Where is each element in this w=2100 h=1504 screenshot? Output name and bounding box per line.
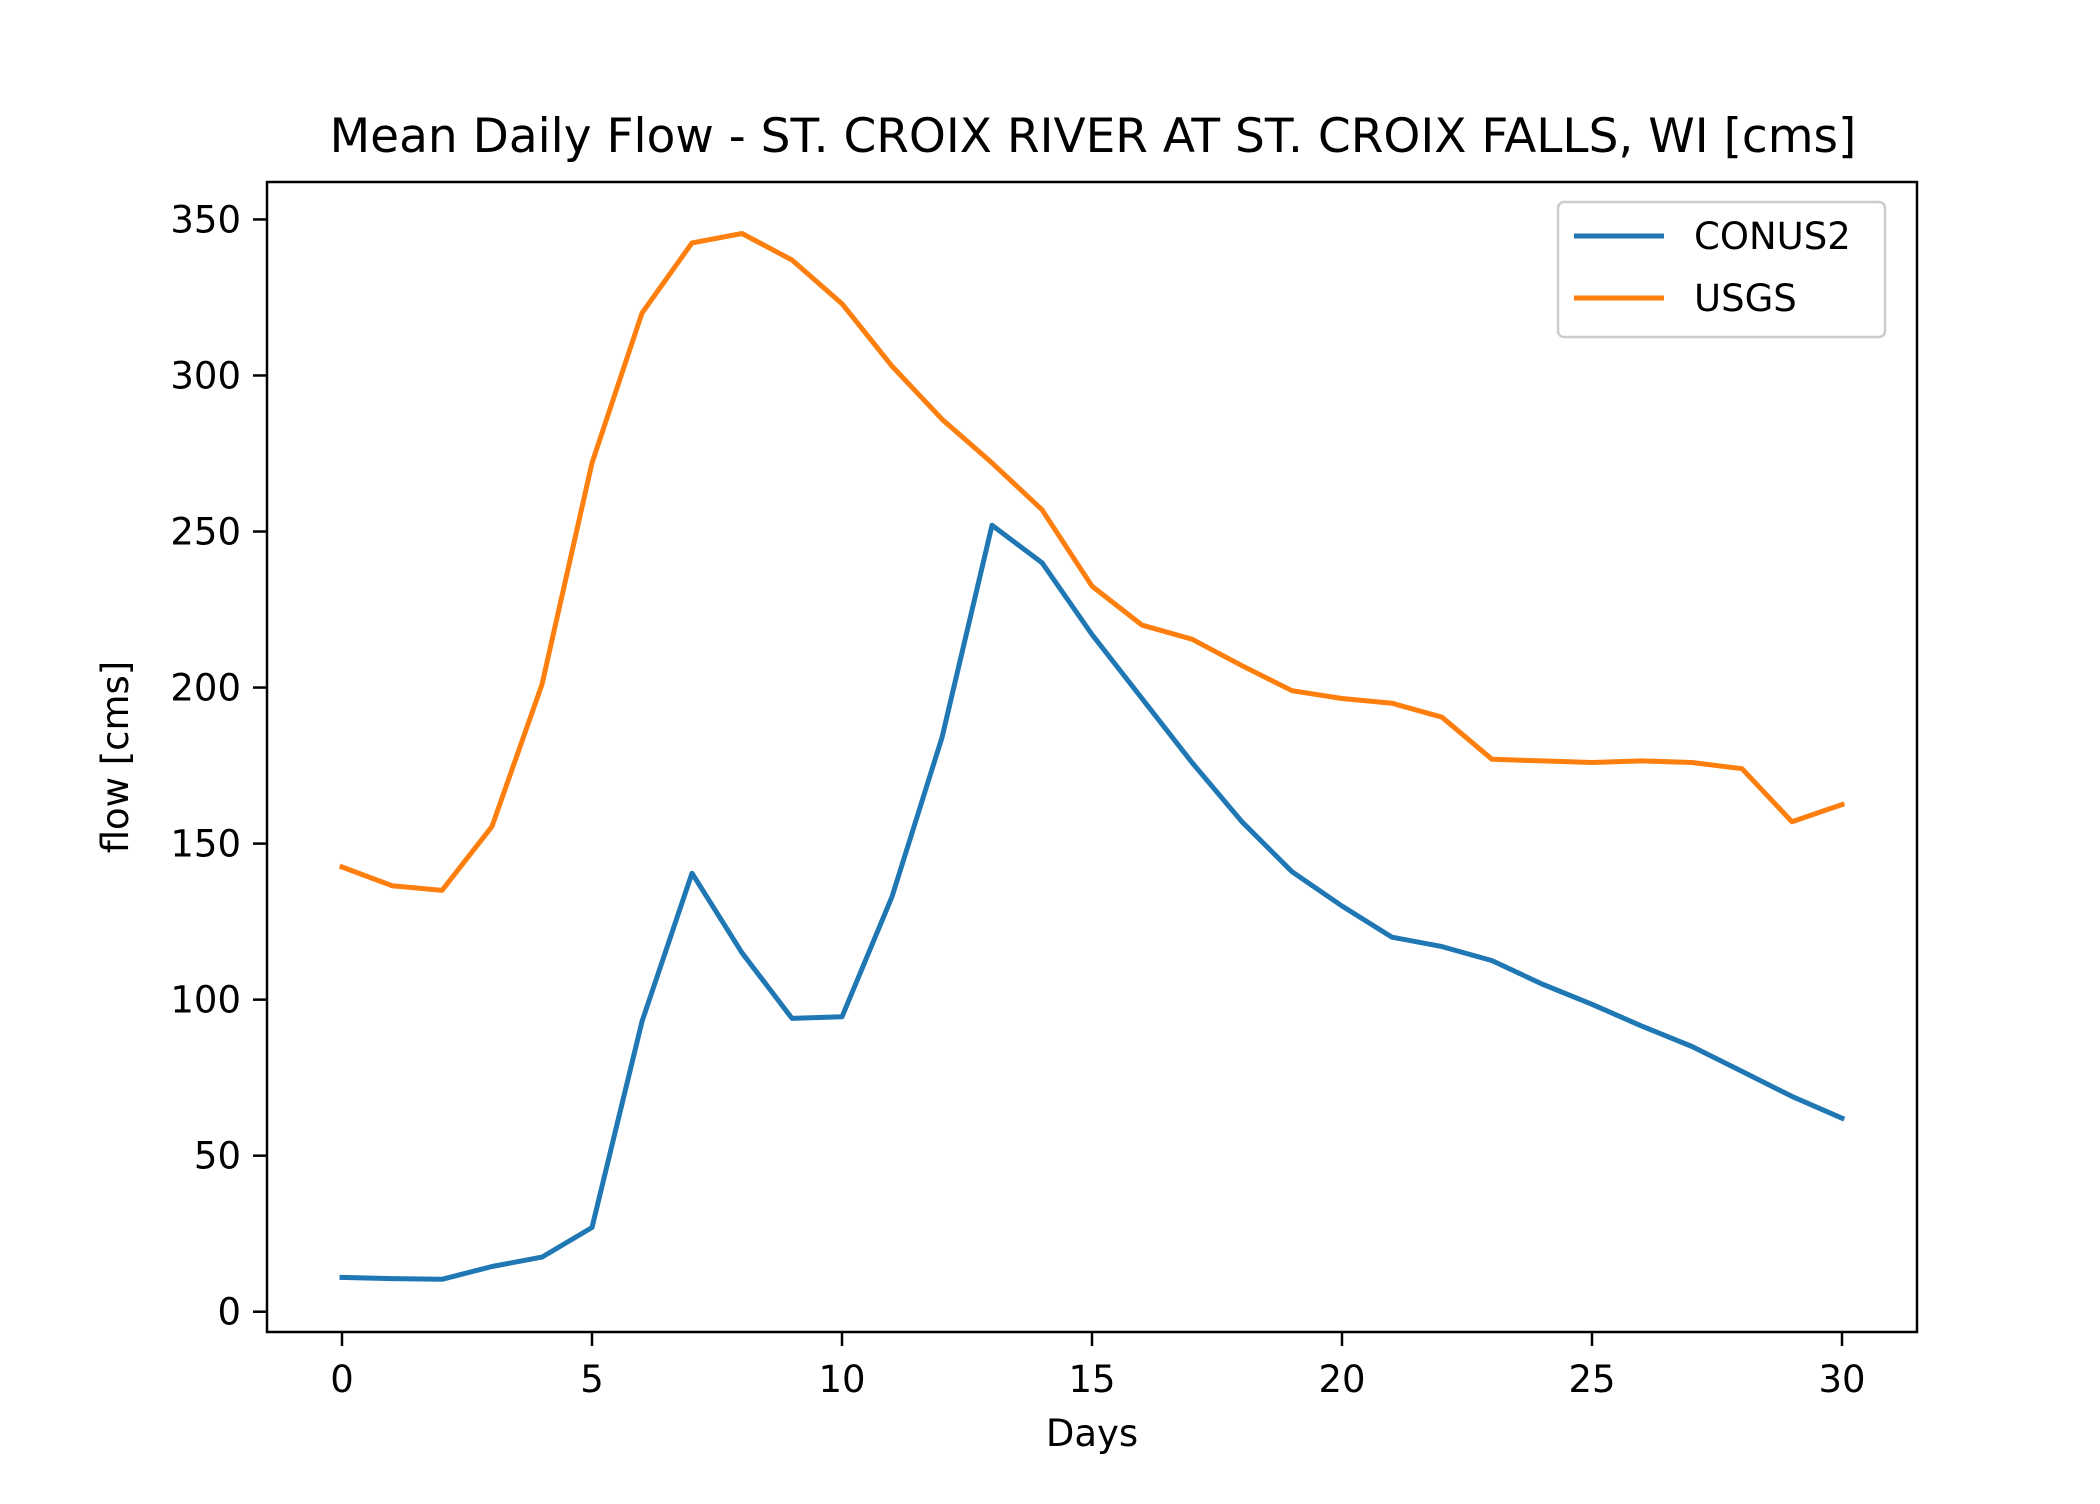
series-layer — [338, 231, 1846, 1282]
y-axis-label: flow [cms] — [94, 661, 137, 854]
x-axis: 0 5 10 15 20 25 30 — [330, 1332, 1866, 1401]
y-tick-label: 150 — [170, 823, 241, 866]
x-tick-label: 25 — [1568, 1358, 1615, 1401]
x-axis-label: Days — [1046, 1412, 1138, 1455]
y-tick-label: 100 — [170, 979, 241, 1022]
legend-label-conus2: CONUS2 — [1694, 215, 1851, 258]
x-tick-label: 15 — [1068, 1358, 1115, 1401]
y-axis: 0 50 100 150 200 250 300 350 — [170, 198, 267, 1334]
y-tick-label: 250 — [170, 511, 241, 554]
y-tick-label: 200 — [170, 667, 241, 710]
y-tick-label: 0 — [217, 1291, 241, 1334]
chart-title: Mean Daily Flow - ST. CROIX RIVER AT ST.… — [330, 109, 1857, 164]
legend-label-usgs: USGS — [1694, 277, 1797, 320]
y-tick-label: 300 — [170, 354, 241, 397]
x-tick-label: 30 — [1818, 1358, 1865, 1401]
x-tick-label: 5 — [580, 1358, 604, 1401]
legend: CONUS2 USGS — [1556, 200, 1887, 339]
x-tick-label: 20 — [1318, 1358, 1365, 1401]
y-tick-label: 50 — [194, 1135, 241, 1178]
x-tick-label: 10 — [818, 1358, 865, 1401]
y-tick-label: 350 — [170, 198, 241, 241]
x-tick-label: 0 — [330, 1358, 354, 1401]
series-line-usgs — [338, 231, 1846, 893]
series-line-conus2 — [339, 522, 1846, 1282]
